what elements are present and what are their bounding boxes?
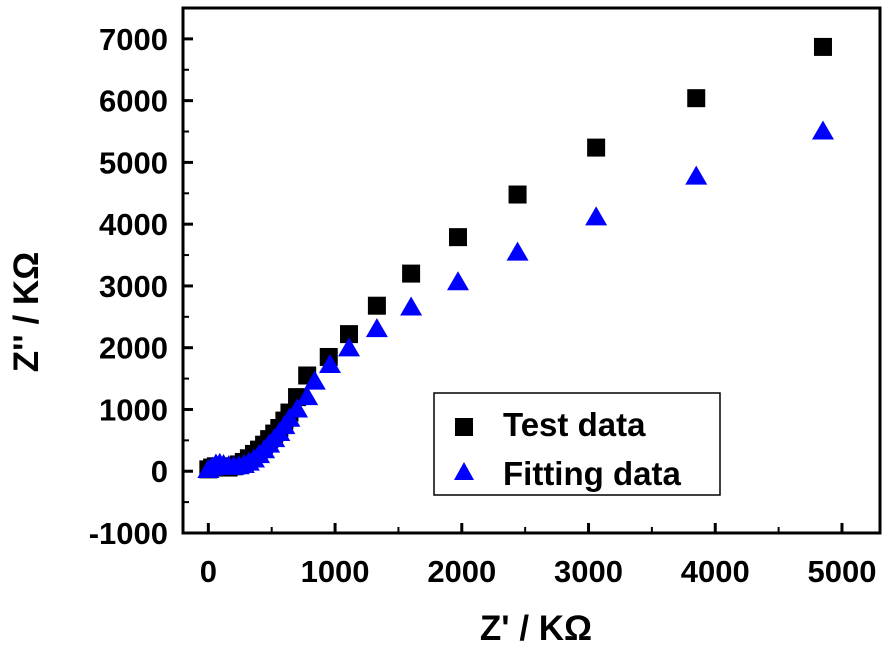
x-axis-label: Z' / KΩ	[480, 609, 592, 646]
y-tick-label: 3000	[99, 269, 168, 304]
test-data-point	[813, 37, 832, 56]
legend-fitting-marker	[454, 462, 474, 480]
y-axis-ticks: -1000 0 1000 2000 3000 4000 5000 6000 7000	[89, 22, 193, 551]
fitting-data-point	[303, 370, 326, 390]
y-tick-label: 2000	[99, 331, 168, 366]
x-tick-label: 2000	[427, 554, 496, 589]
fitting-data-point	[585, 206, 608, 226]
x-tick-label: 3000	[554, 554, 623, 589]
legend: Test data Fitting data	[433, 392, 721, 496]
plot-frame	[181, 6, 882, 535]
test-data-point	[340, 325, 359, 344]
plot-marks	[197, 37, 834, 479]
x-tick-label: 1000	[301, 554, 370, 589]
test-data-point	[587, 138, 606, 157]
fitting-data-point	[365, 318, 388, 338]
fitting-data-point	[446, 271, 469, 291]
fitting-data-point	[319, 354, 342, 373]
test-data-point	[402, 264, 421, 283]
y-tick-label: -1000	[89, 516, 168, 551]
test-data-point	[508, 185, 527, 204]
legend-test-marker	[455, 418, 473, 436]
test-data-point	[367, 296, 386, 315]
x-tick-label: 0	[200, 554, 217, 589]
y-tick-label: 5000	[99, 145, 168, 180]
x-tick-label: 4000	[681, 554, 750, 589]
y-tick-label: 4000	[99, 207, 168, 242]
fitting-data-point	[685, 165, 708, 185]
legend-fitting-label: Fitting data	[503, 455, 681, 492]
fitting-data-point	[286, 398, 309, 418]
y-tick-label: 7000	[99, 22, 168, 57]
fitting-data-point	[400, 296, 423, 316]
test-data-point	[687, 89, 706, 108]
legend-box	[433, 392, 721, 496]
fitting-data-point	[296, 386, 319, 406]
y-axis-label: Z'' / KΩ	[7, 252, 46, 373]
fitting-data-point	[811, 120, 834, 140]
test-data-point	[448, 228, 467, 247]
y-tick-label: 1000	[99, 392, 168, 427]
fitting-data-point	[338, 337, 361, 357]
y-tick-label: 6000	[99, 84, 168, 119]
fitting-data-point	[506, 241, 529, 261]
x-tick-label: 5000	[807, 554, 876, 589]
x-axis-ticks: 0 1000 2000 3000 4000 5000	[200, 523, 876, 589]
legend-test-label: Test data	[503, 406, 646, 443]
y-tick-label: 0	[151, 454, 168, 489]
